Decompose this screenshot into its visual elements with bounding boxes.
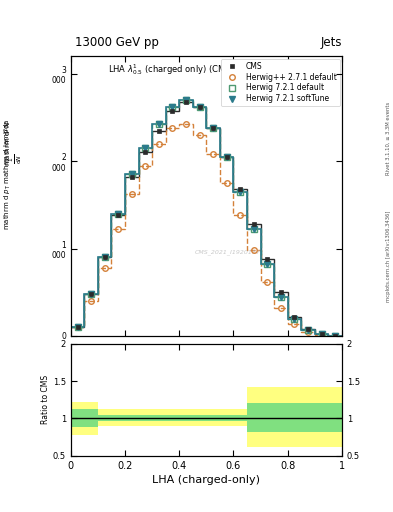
Herwig++ 2.7.1 default [211, 151, 215, 157]
CMS [156, 127, 161, 134]
Herwig++ 2.7.1 default [333, 333, 338, 339]
Herwig 7.2.1 default [75, 324, 80, 330]
CMS [319, 331, 324, 337]
Herwig++ 2.7.1 default [89, 298, 94, 304]
Herwig 7.2.1 default [265, 261, 270, 267]
Herwig 7.2.1 softTune [116, 210, 121, 217]
CMS [143, 150, 148, 156]
Line: Herwig 7.2.1 softTune: Herwig 7.2.1 softTune [75, 97, 338, 338]
CMS [252, 221, 256, 227]
CMS [238, 186, 242, 192]
Y-axis label: Ratio to CMS: Ratio to CMS [41, 375, 50, 424]
Herwig++ 2.7.1 default [224, 180, 229, 186]
Herwig 7.2.1 default [129, 171, 134, 177]
CMS [279, 289, 283, 295]
Herwig 7.2.1 default [319, 331, 324, 337]
Herwig 7.2.1 softTune [156, 121, 161, 127]
Herwig++ 2.7.1 default [238, 212, 242, 219]
CMS [292, 314, 297, 320]
Herwig 7.2.1 softTune [265, 261, 270, 267]
Herwig 7.2.1 softTune [197, 104, 202, 110]
Herwig 7.2.1 softTune [102, 254, 107, 261]
Herwig 7.2.1 default [89, 291, 94, 297]
Herwig++ 2.7.1 default [170, 125, 175, 131]
CMS [224, 154, 229, 160]
Herwig++ 2.7.1 default [116, 226, 121, 232]
Herwig 7.2.1 default [197, 104, 202, 110]
Herwig 7.2.1 default [224, 154, 229, 160]
Herwig++ 2.7.1 default [156, 141, 161, 147]
Herwig 7.2.1 default [143, 145, 148, 151]
Text: mcplots.cern.ch [arXiv:1306.3436]: mcplots.cern.ch [arXiv:1306.3436] [386, 210, 391, 302]
Herwig++ 2.7.1 default [319, 332, 324, 338]
CMS [89, 291, 94, 297]
Herwig 7.2.1 softTune [211, 125, 215, 131]
CMS [102, 254, 107, 261]
Text: mathrm d $p_\mathrm{T}$ mathrm d lambda: mathrm d $p_\mathrm{T}$ mathrm d lambda [3, 118, 13, 230]
CMS [129, 174, 134, 180]
Text: CMS_2021_I1920187: CMS_2021_I1920187 [195, 249, 261, 255]
Herwig 7.2.1 default [211, 125, 215, 131]
Text: mathrm d$^2$N: mathrm d$^2$N [2, 121, 13, 165]
Herwig 7.2.1 softTune [333, 333, 338, 339]
Herwig 7.2.1 softTune [292, 315, 297, 322]
Herwig++ 2.7.1 default [184, 121, 188, 127]
Herwig 7.2.1 default [184, 97, 188, 103]
CMS [306, 326, 310, 332]
Herwig 7.2.1 default [252, 226, 256, 232]
CMS [333, 332, 338, 338]
Herwig++ 2.7.1 default [102, 265, 107, 271]
Herwig 7.2.1 softTune [224, 154, 229, 160]
Herwig++ 2.7.1 default [306, 329, 310, 335]
Herwig 7.2.1 default [102, 254, 107, 261]
Herwig 7.2.1 softTune [238, 189, 242, 195]
Text: LHA $\lambda^{1}_{0.5}$ (charged only) (CMS jet substructure): LHA $\lambda^{1}_{0.5}$ (charged only) (… [108, 62, 304, 77]
Herwig 7.2.1 default [238, 189, 242, 195]
Herwig 7.2.1 default [170, 104, 175, 110]
CMS [170, 108, 175, 114]
Text: $\frac{1}{\mathrm{d}N}$: $\frac{1}{\mathrm{d}N}$ [7, 154, 24, 164]
Line: CMS: CMS [75, 99, 338, 338]
Herwig 7.2.1 softTune [279, 293, 283, 300]
Herwig 7.2.1 softTune [170, 104, 175, 110]
Herwig++ 2.7.1 default [129, 191, 134, 198]
CMS [75, 324, 80, 330]
Herwig++ 2.7.1 default [75, 324, 80, 330]
Legend: CMS, Herwig++ 2.7.1 default, Herwig 7.2.1 default, Herwig 7.2.1 softTune: CMS, Herwig++ 2.7.1 default, Herwig 7.2.… [221, 58, 340, 106]
Herwig++ 2.7.1 default [252, 247, 256, 253]
Line: Herwig++ 2.7.1 default: Herwig++ 2.7.1 default [75, 122, 338, 338]
Herwig 7.2.1 softTune [252, 226, 256, 232]
Herwig++ 2.7.1 default [197, 132, 202, 138]
Herwig++ 2.7.1 default [265, 279, 270, 285]
Text: 13000 GeV pp: 13000 GeV pp [75, 36, 158, 49]
CMS [197, 104, 202, 110]
CMS [211, 125, 215, 131]
Herwig 7.2.1 default [279, 293, 283, 300]
Herwig 7.2.1 default [306, 327, 310, 333]
Herwig 7.2.1 softTune [143, 145, 148, 151]
Herwig 7.2.1 default [116, 210, 121, 217]
CMS [116, 212, 121, 219]
Herwig 7.2.1 softTune [306, 327, 310, 333]
CMS [184, 99, 188, 105]
X-axis label: LHA (charged-only): LHA (charged-only) [152, 475, 260, 485]
Herwig 7.2.1 softTune [319, 331, 324, 337]
Herwig 7.2.1 softTune [89, 291, 94, 297]
Herwig 7.2.1 default [156, 121, 161, 127]
Herwig 7.2.1 default [292, 315, 297, 322]
Text: Jets: Jets [320, 36, 342, 49]
Herwig 7.2.1 softTune [129, 171, 134, 177]
Line: Herwig 7.2.1 default: Herwig 7.2.1 default [75, 97, 338, 338]
Herwig 7.2.1 default [333, 333, 338, 339]
Herwig++ 2.7.1 default [279, 305, 283, 311]
CMS [265, 256, 270, 262]
Herwig++ 2.7.1 default [143, 162, 148, 168]
Herwig 7.2.1 softTune [75, 324, 80, 330]
Text: Rivet 3.1.10, ≥ 3.3M events: Rivet 3.1.10, ≥ 3.3M events [386, 101, 391, 175]
Herwig++ 2.7.1 default [292, 321, 297, 327]
Herwig 7.2.1 softTune [184, 97, 188, 103]
